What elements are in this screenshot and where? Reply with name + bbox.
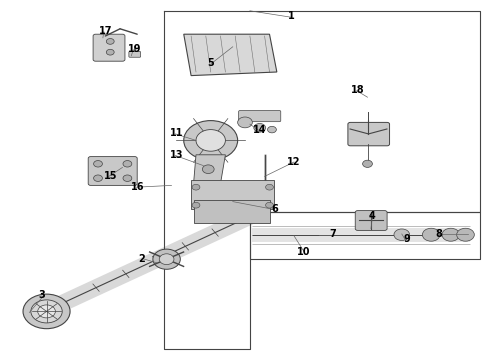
Circle shape bbox=[123, 175, 132, 181]
Text: 7: 7 bbox=[330, 229, 337, 239]
Text: 2: 2 bbox=[139, 254, 146, 264]
Text: 14: 14 bbox=[253, 125, 267, 135]
Circle shape bbox=[266, 184, 273, 190]
FancyBboxPatch shape bbox=[129, 51, 141, 57]
Text: 13: 13 bbox=[170, 150, 183, 160]
Text: 16: 16 bbox=[130, 182, 144, 192]
FancyBboxPatch shape bbox=[194, 200, 270, 223]
Text: 12: 12 bbox=[287, 157, 301, 167]
Text: 5: 5 bbox=[207, 58, 214, 68]
FancyBboxPatch shape bbox=[355, 211, 387, 230]
Circle shape bbox=[31, 300, 62, 323]
Circle shape bbox=[196, 130, 225, 151]
Circle shape bbox=[268, 126, 276, 133]
Circle shape bbox=[153, 249, 180, 269]
FancyBboxPatch shape bbox=[88, 157, 137, 185]
Circle shape bbox=[442, 228, 460, 241]
Circle shape bbox=[266, 202, 273, 208]
Circle shape bbox=[106, 39, 114, 44]
Text: 9: 9 bbox=[403, 234, 410, 244]
Text: 19: 19 bbox=[128, 44, 142, 54]
Circle shape bbox=[363, 160, 372, 167]
FancyBboxPatch shape bbox=[239, 111, 281, 122]
Circle shape bbox=[23, 294, 70, 329]
Circle shape bbox=[94, 175, 102, 181]
Circle shape bbox=[202, 165, 214, 174]
Text: 11: 11 bbox=[170, 128, 183, 138]
Circle shape bbox=[106, 49, 114, 55]
Circle shape bbox=[457, 228, 474, 241]
Text: 3: 3 bbox=[38, 290, 45, 300]
Text: 18: 18 bbox=[351, 85, 365, 95]
Text: 10: 10 bbox=[297, 247, 311, 257]
Polygon shape bbox=[194, 155, 225, 184]
Circle shape bbox=[94, 161, 102, 167]
Circle shape bbox=[192, 184, 200, 190]
Text: 8: 8 bbox=[435, 229, 442, 239]
Text: 1: 1 bbox=[288, 11, 295, 21]
Text: 17: 17 bbox=[98, 26, 112, 36]
Circle shape bbox=[394, 229, 410, 240]
Polygon shape bbox=[191, 180, 274, 209]
Circle shape bbox=[238, 117, 252, 128]
Text: 4: 4 bbox=[369, 211, 376, 221]
Circle shape bbox=[159, 254, 174, 265]
FancyBboxPatch shape bbox=[348, 122, 390, 146]
Text: 6: 6 bbox=[271, 204, 278, 214]
Circle shape bbox=[192, 202, 200, 208]
Polygon shape bbox=[184, 34, 277, 76]
Circle shape bbox=[38, 305, 55, 318]
Circle shape bbox=[123, 161, 132, 167]
FancyBboxPatch shape bbox=[93, 34, 125, 61]
Circle shape bbox=[254, 123, 266, 132]
Circle shape bbox=[184, 121, 238, 160]
Circle shape bbox=[422, 228, 440, 241]
Text: 15: 15 bbox=[103, 171, 117, 181]
